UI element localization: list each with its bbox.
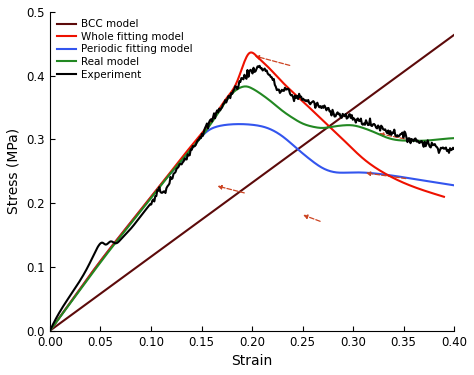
BCC model bbox=[341, 113, 346, 118]
Periodic fitting model bbox=[179, 159, 184, 163]
BCC model bbox=[301, 142, 307, 147]
Real model bbox=[96, 262, 101, 267]
Experiment bbox=[179, 162, 184, 166]
Real model bbox=[179, 158, 184, 163]
Periodic fitting model bbox=[302, 153, 308, 158]
Real model bbox=[47, 328, 53, 333]
Experiment bbox=[257, 64, 263, 68]
Whole fitting model bbox=[296, 96, 301, 100]
Real model bbox=[207, 123, 213, 128]
X-axis label: Strain: Strain bbox=[231, 354, 273, 368]
Whole fitting model bbox=[335, 132, 340, 136]
BCC model bbox=[179, 232, 184, 237]
Experiment bbox=[302, 99, 308, 103]
Real model bbox=[302, 122, 308, 127]
Experiment bbox=[207, 118, 213, 123]
Line: Periodic fitting model: Periodic fitting model bbox=[50, 124, 454, 331]
Line: Whole fitting model: Whole fitting model bbox=[50, 53, 444, 331]
Real model bbox=[243, 84, 248, 88]
Experiment bbox=[340, 112, 346, 116]
Line: BCC model: BCC model bbox=[50, 35, 454, 331]
Line: Real model: Real model bbox=[50, 86, 454, 331]
Experiment bbox=[342, 114, 347, 118]
Experiment bbox=[96, 243, 101, 248]
BCC model bbox=[339, 115, 345, 119]
Real model bbox=[340, 123, 346, 128]
Whole fitting model bbox=[175, 160, 181, 164]
Legend: BCC model, Whole fitting model, Periodic fitting model, Real model, Experiment: BCC model, Whole fitting model, Periodic… bbox=[55, 17, 195, 82]
Real model bbox=[342, 123, 347, 128]
BCC model bbox=[96, 293, 101, 297]
Experiment bbox=[451, 147, 457, 151]
Periodic fitting model bbox=[451, 183, 457, 188]
BCC model bbox=[47, 328, 53, 333]
Real model bbox=[451, 136, 457, 140]
Y-axis label: Stress (MPa): Stress (MPa) bbox=[7, 128, 21, 214]
Whole fitting model bbox=[248, 50, 254, 55]
Periodic fitting model bbox=[96, 261, 101, 266]
Line: Experiment: Experiment bbox=[50, 66, 454, 331]
BCC model bbox=[451, 33, 457, 37]
Periodic fitting model bbox=[207, 127, 213, 132]
Periodic fitting model bbox=[237, 122, 242, 126]
Whole fitting model bbox=[332, 130, 338, 134]
Experiment bbox=[47, 328, 53, 333]
Periodic fitting model bbox=[342, 170, 347, 175]
Whole fitting model bbox=[47, 328, 53, 333]
Whole fitting model bbox=[203, 126, 209, 130]
Whole fitting model bbox=[441, 195, 447, 199]
Periodic fitting model bbox=[340, 171, 346, 175]
Whole fitting model bbox=[94, 263, 100, 267]
Periodic fitting model bbox=[47, 328, 53, 333]
BCC model bbox=[207, 211, 213, 216]
